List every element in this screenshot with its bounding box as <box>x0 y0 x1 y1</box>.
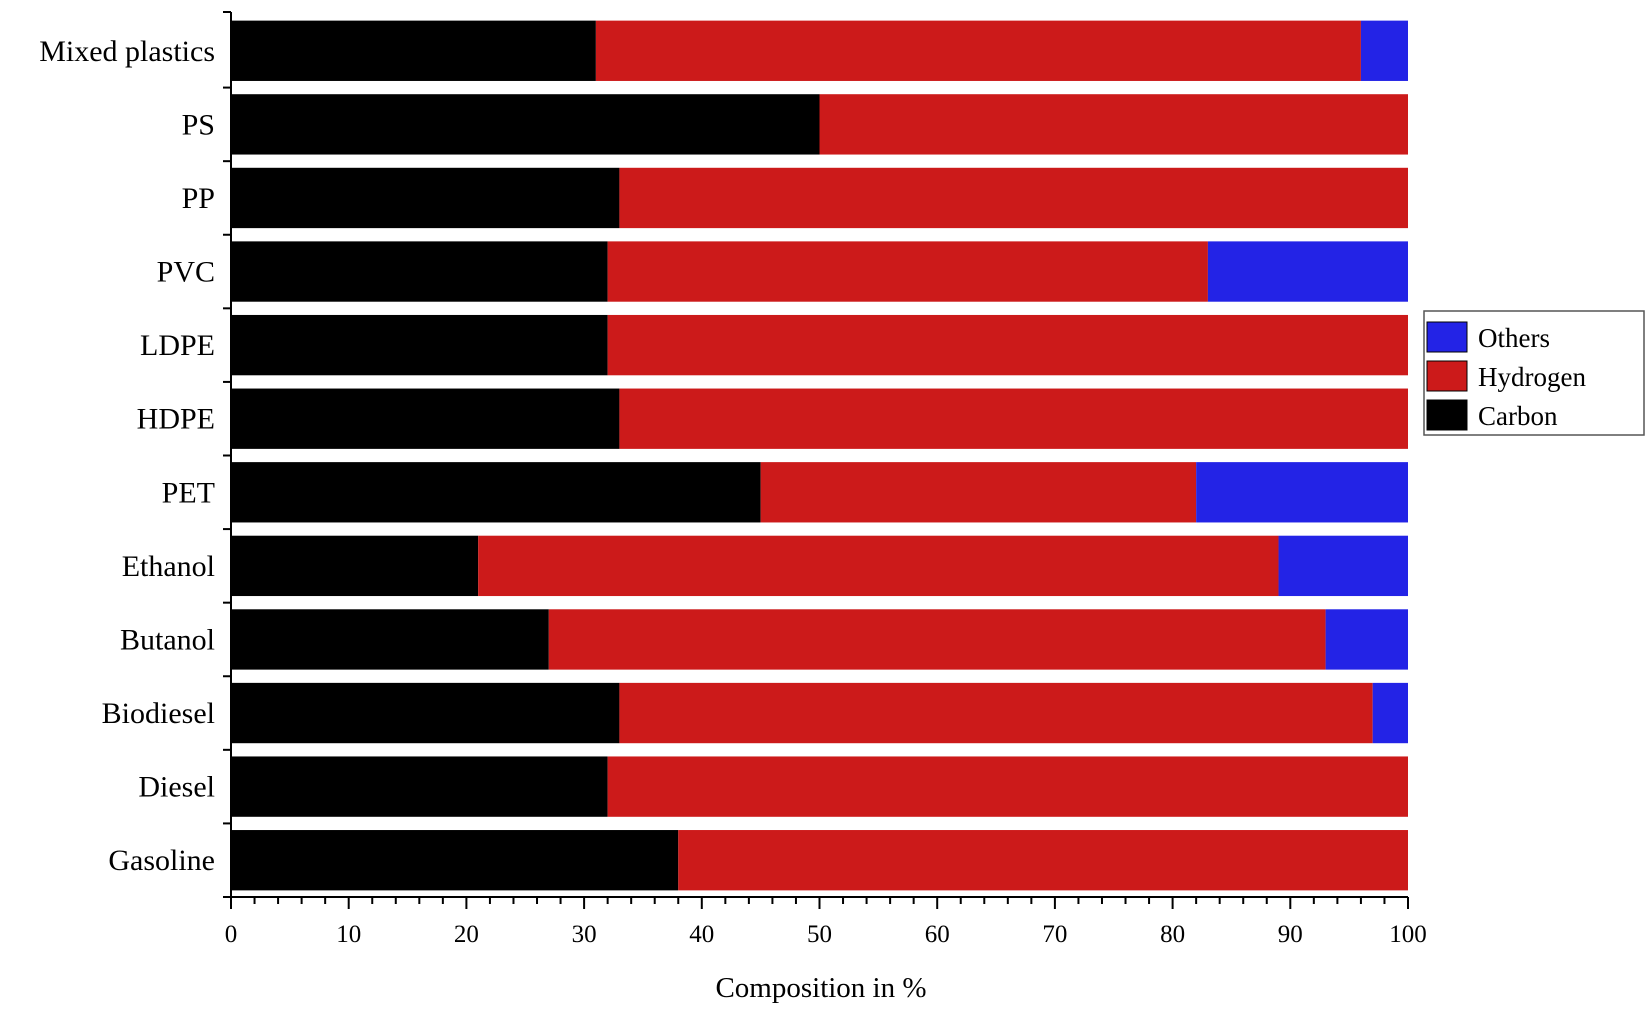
bar-butanol-hydrogen <box>548 609 1326 670</box>
x-axis-title: Composition in % <box>715 972 926 1004</box>
bar-pvc-carbon <box>231 241 608 302</box>
x-tick-label: 40 <box>689 921 714 948</box>
bar-ldpe-hydrogen <box>607 314 1408 376</box>
category-label: HDPE <box>137 403 215 436</box>
bar-gasoline-carbon <box>231 830 679 891</box>
bar-hdpe-hydrogen <box>619 388 1408 449</box>
bar-pet-others <box>1196 462 1408 523</box>
bar-butanol-others <box>1325 609 1408 670</box>
bar-diesel-carbon <box>231 756 608 817</box>
category-label: Diesel <box>138 771 215 804</box>
x-tick-label: 90 <box>1278 921 1303 948</box>
category-label: PVC <box>157 256 215 289</box>
bar-biodiesel-hydrogen <box>619 682 1373 744</box>
plot-area: Mixed plastics PS PP PVC LDPE HDPE PET Ethanol B… <box>39 11 1427 948</box>
bar-pp-carbon <box>231 167 620 229</box>
bar-hdpe-carbon <box>231 388 620 449</box>
bar-ps-hydrogen <box>819 94 1408 155</box>
category-label: Butanol <box>120 623 215 656</box>
category-label: Ethanol <box>122 550 215 583</box>
bar-pet-hydrogen <box>760 462 1197 523</box>
bar-butanol-carbon <box>231 609 549 670</box>
legend-swatch-carbon <box>1426 399 1468 431</box>
bar-ps-carbon <box>231 94 820 155</box>
category-label: Mixed plastics <box>39 35 215 68</box>
x-tick-label: 0 <box>225 921 238 948</box>
bar-diesel-hydrogen <box>607 756 1408 817</box>
legend-label-hydrogen: Hydrogen <box>1478 362 1586 392</box>
bar-ldpe-carbon <box>231 314 608 376</box>
bar-mixed-plastics-carbon <box>231 20 596 81</box>
category-label: PP <box>182 182 215 215</box>
bar-mixed-plastics-hydrogen <box>595 20 1361 81</box>
x-tick-label: 50 <box>807 921 832 948</box>
category-label: Biodiesel <box>102 697 215 730</box>
bar-ethanol-carbon <box>231 535 479 597</box>
bar-biodiesel-carbon <box>231 682 620 744</box>
bar-gasoline-hydrogen <box>678 830 1408 891</box>
category-label: Gasoline <box>108 844 215 877</box>
x-tick-label: 60 <box>925 921 950 948</box>
bar-biodiesel-others <box>1372 682 1408 744</box>
x-tick-label: 20 <box>454 921 479 948</box>
x-tick-label: 70 <box>1042 921 1067 948</box>
category-label: LDPE <box>140 329 215 362</box>
bar-pp-hydrogen <box>619 167 1408 229</box>
legend-label-others: Others <box>1478 323 1550 353</box>
legend-label-carbon: Carbon <box>1478 401 1558 431</box>
category-label: PS <box>182 108 215 141</box>
x-tick-label: 30 <box>572 921 597 948</box>
legend-swatch-hydrogen <box>1426 360 1468 392</box>
bar-pvc-others <box>1207 241 1408 302</box>
bar-pet-carbon <box>231 462 761 523</box>
bar-ethanol-others <box>1278 535 1408 597</box>
category-label: PET <box>162 476 215 509</box>
legend: Others Hydrogen Carbon <box>1423 310 1645 436</box>
bar-pvc-hydrogen <box>607 241 1208 302</box>
bar-ethanol-hydrogen <box>478 535 1279 597</box>
bar-mixed-plastics-others <box>1360 20 1408 81</box>
legend-swatch-others <box>1426 321 1468 353</box>
x-tick-label: 100 <box>1389 921 1427 948</box>
x-tick-label: 80 <box>1160 921 1185 948</box>
x-tick-label: 10 <box>336 921 361 948</box>
